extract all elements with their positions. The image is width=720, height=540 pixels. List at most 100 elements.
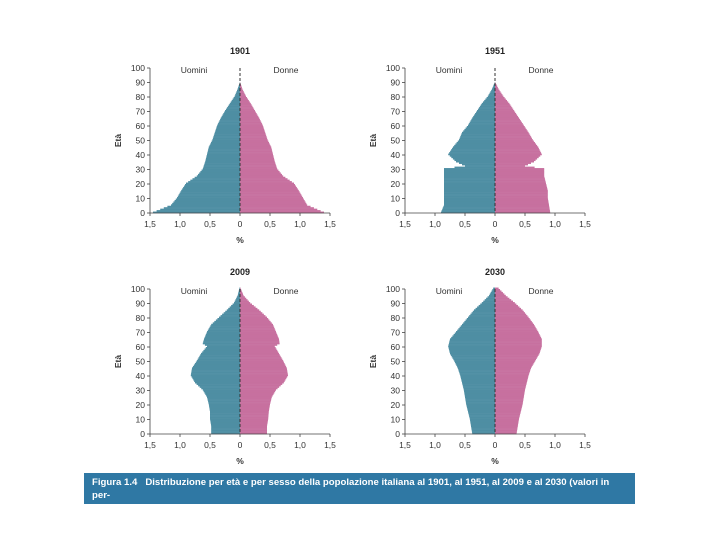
bar [455, 143, 495, 146]
bar [213, 134, 240, 137]
bar [471, 431, 495, 433]
bar [495, 403, 523, 406]
bar [218, 121, 240, 124]
bar [478, 107, 495, 109]
y-tick-label: 20 [136, 400, 146, 410]
bar [240, 204, 308, 206]
bar [495, 120, 521, 122]
bar [495, 89, 500, 92]
bar [495, 300, 513, 303]
bar [240, 114, 258, 117]
bar [495, 409, 522, 412]
bar [240, 331, 276, 333]
bar [472, 310, 495, 313]
bar [210, 415, 240, 417]
bar [219, 120, 240, 122]
bar [495, 133, 530, 135]
x-tick-label: 0 [493, 219, 498, 229]
bar [210, 416, 240, 419]
bar [448, 342, 495, 345]
bar [457, 140, 495, 143]
bar [240, 173, 282, 176]
bar [493, 85, 495, 88]
bar [479, 105, 495, 108]
bar [462, 381, 495, 384]
x-tick-label: 0,5 [204, 219, 216, 229]
bar [470, 313, 495, 316]
bar [240, 195, 303, 198]
bar [240, 387, 278, 390]
bar [495, 172, 545, 175]
bar [173, 201, 240, 204]
bar [495, 140, 534, 143]
bar [240, 300, 249, 303]
bar [208, 403, 240, 406]
bar [240, 310, 261, 313]
bar [215, 319, 240, 322]
bar [208, 400, 240, 403]
bar [220, 117, 240, 119]
bar [240, 88, 243, 90]
bar [493, 83, 495, 86]
bar [470, 423, 495, 426]
bar [240, 309, 260, 311]
bar [240, 336, 279, 339]
bar [462, 323, 495, 326]
bar [495, 345, 542, 348]
bar [240, 391, 275, 394]
bar [240, 169, 279, 172]
bar [240, 162, 276, 164]
bar [495, 397, 524, 400]
bar [193, 378, 240, 381]
bar [240, 296, 245, 298]
bar [240, 352, 279, 355]
bar [495, 123, 523, 125]
bar [464, 393, 495, 396]
bar [177, 195, 240, 198]
bar [180, 191, 240, 193]
bar [458, 368, 495, 371]
bar [451, 355, 495, 358]
bar [495, 368, 531, 371]
bar [240, 368, 288, 371]
bar [465, 400, 495, 403]
bar [240, 143, 270, 146]
y-tick-label: 50 [391, 136, 401, 146]
bar [495, 336, 542, 339]
bar [449, 349, 495, 352]
bar [240, 364, 286, 367]
y-tick-label: 90 [136, 299, 146, 309]
bar [190, 374, 240, 377]
bar [240, 423, 268, 426]
bar [495, 86, 498, 89]
bar [240, 293, 243, 296]
bar [240, 146, 272, 148]
bar [240, 192, 301, 195]
bar [448, 153, 495, 156]
bar [495, 361, 535, 364]
bar [204, 391, 240, 394]
bar [167, 205, 240, 208]
bar [240, 416, 269, 419]
bar [234, 302, 240, 304]
bar [495, 144, 538, 147]
bar [228, 104, 240, 106]
bar [160, 208, 240, 211]
bar [240, 362, 285, 365]
bar [240, 91, 244, 93]
bar [495, 98, 506, 101]
bar [226, 107, 240, 109]
bar [495, 105, 512, 108]
bar [444, 189, 495, 192]
bar [495, 360, 536, 362]
bar [210, 423, 240, 426]
y-tick-label: 20 [391, 179, 401, 189]
bar [495, 197, 548, 199]
series-uomini [448, 287, 495, 435]
bar [492, 289, 495, 291]
bar [492, 88, 495, 90]
bar [495, 287, 499, 290]
bar [474, 309, 495, 311]
bar [495, 396, 524, 398]
bar [450, 352, 495, 355]
